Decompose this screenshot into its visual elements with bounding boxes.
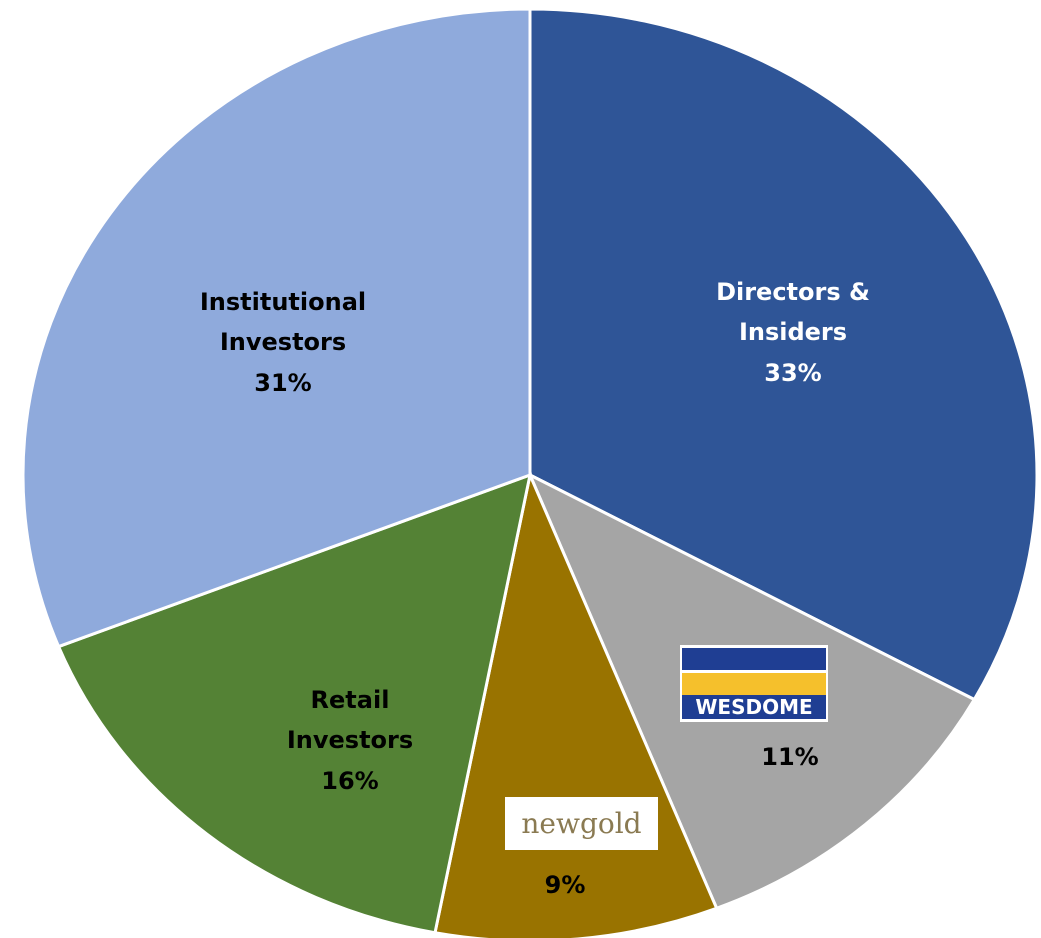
pie-slice	[528, 7, 1039, 702]
value-label: 9%	[544, 871, 586, 899]
logo-text: WESDOME	[682, 695, 826, 719]
pie-slice	[21, 7, 532, 649]
slice-label: Retail Investors 16%	[230, 680, 470, 802]
slice-label: Directors & Insiders 33%	[673, 272, 913, 394]
slice-label: 11%	[670, 736, 910, 778]
value-label: 31%	[254, 369, 312, 397]
value-label: 16%	[321, 767, 379, 795]
slice-label: Institutional Investors 31%	[163, 282, 403, 404]
slice-label: 9%	[445, 864, 685, 906]
wesdome-logo: WESDOME	[680, 645, 828, 722]
category-label: Retail Investors	[286, 686, 414, 754]
category-label: Institutional Investors	[199, 288, 367, 356]
value-label: 11%	[761, 743, 819, 771]
value-label: 33%	[764, 359, 822, 387]
newgold-logo: newgold	[505, 797, 658, 850]
category-label: Directors & Insiders	[716, 278, 870, 346]
pie-slice	[56, 472, 533, 935]
